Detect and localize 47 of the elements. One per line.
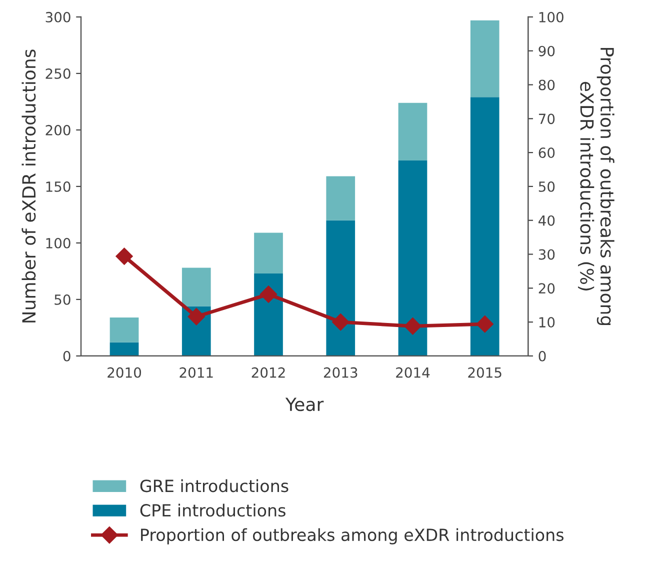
bar <box>326 176 356 220</box>
x-tick-label: 2010 <box>108 367 142 378</box>
y2-tick-label: 40 <box>538 215 555 226</box>
x-tick-label: 2015 <box>468 367 502 378</box>
y2-axis-title: Proportion of outbreaks among eXDR introductions (%) <box>578 48 614 326</box>
y-tick-label: 200 <box>46 124 70 136</box>
point <box>332 314 350 331</box>
point <box>260 286 278 303</box>
bar <box>182 268 211 306</box>
y-tick-label: 0 <box>63 350 70 362</box>
y2-tick-label: 0 <box>538 350 546 362</box>
x-axis-title: Year <box>285 398 324 412</box>
y-tick-label: 250 <box>46 68 70 79</box>
y-axis-title: Number of eXDR introductions <box>22 50 36 322</box>
bar <box>110 342 139 356</box>
legend-label: GRE introductions <box>140 479 288 492</box>
x-tick-label: 2014 <box>396 367 430 378</box>
y-tick-label: 300 <box>46 12 70 22</box>
legend-label: CPE introductions <box>140 504 286 517</box>
point <box>188 308 205 326</box>
bar <box>398 160 428 356</box>
bar <box>470 20 500 98</box>
y2-tick-label: 50 <box>538 181 555 192</box>
point <box>476 316 494 333</box>
bar <box>470 97 500 356</box>
y2-tick-label: 70 <box>538 114 555 124</box>
x-tick-label: 2012 <box>252 367 285 378</box>
y-tick-label: 100 <box>46 238 70 248</box>
y2-tick-label: 60 <box>538 148 555 158</box>
y2-tick-label: 100 <box>539 12 564 22</box>
x-tick-label: 2011 <box>180 367 213 378</box>
bar <box>398 102 428 160</box>
y-tick-label: 50 <box>54 294 70 305</box>
point <box>404 318 422 335</box>
y-tick-label: 150 <box>46 181 70 192</box>
legend-label: Proportion of outbreaks among eXDR introductions <box>141 528 564 544</box>
y2-tick-label: 90 <box>538 46 555 56</box>
bar <box>254 232 283 274</box>
x-tick-label: 2013 <box>324 367 358 378</box>
bar <box>254 273 283 356</box>
point <box>116 248 133 265</box>
bar <box>110 318 139 342</box>
y2-tick-label: 20 <box>538 283 555 294</box>
bar <box>326 220 356 356</box>
y2-tick-label: 10 <box>539 317 555 328</box>
y2-tick-label: 30 <box>538 249 555 260</box>
y2-tick-label: 80 <box>538 80 555 90</box>
